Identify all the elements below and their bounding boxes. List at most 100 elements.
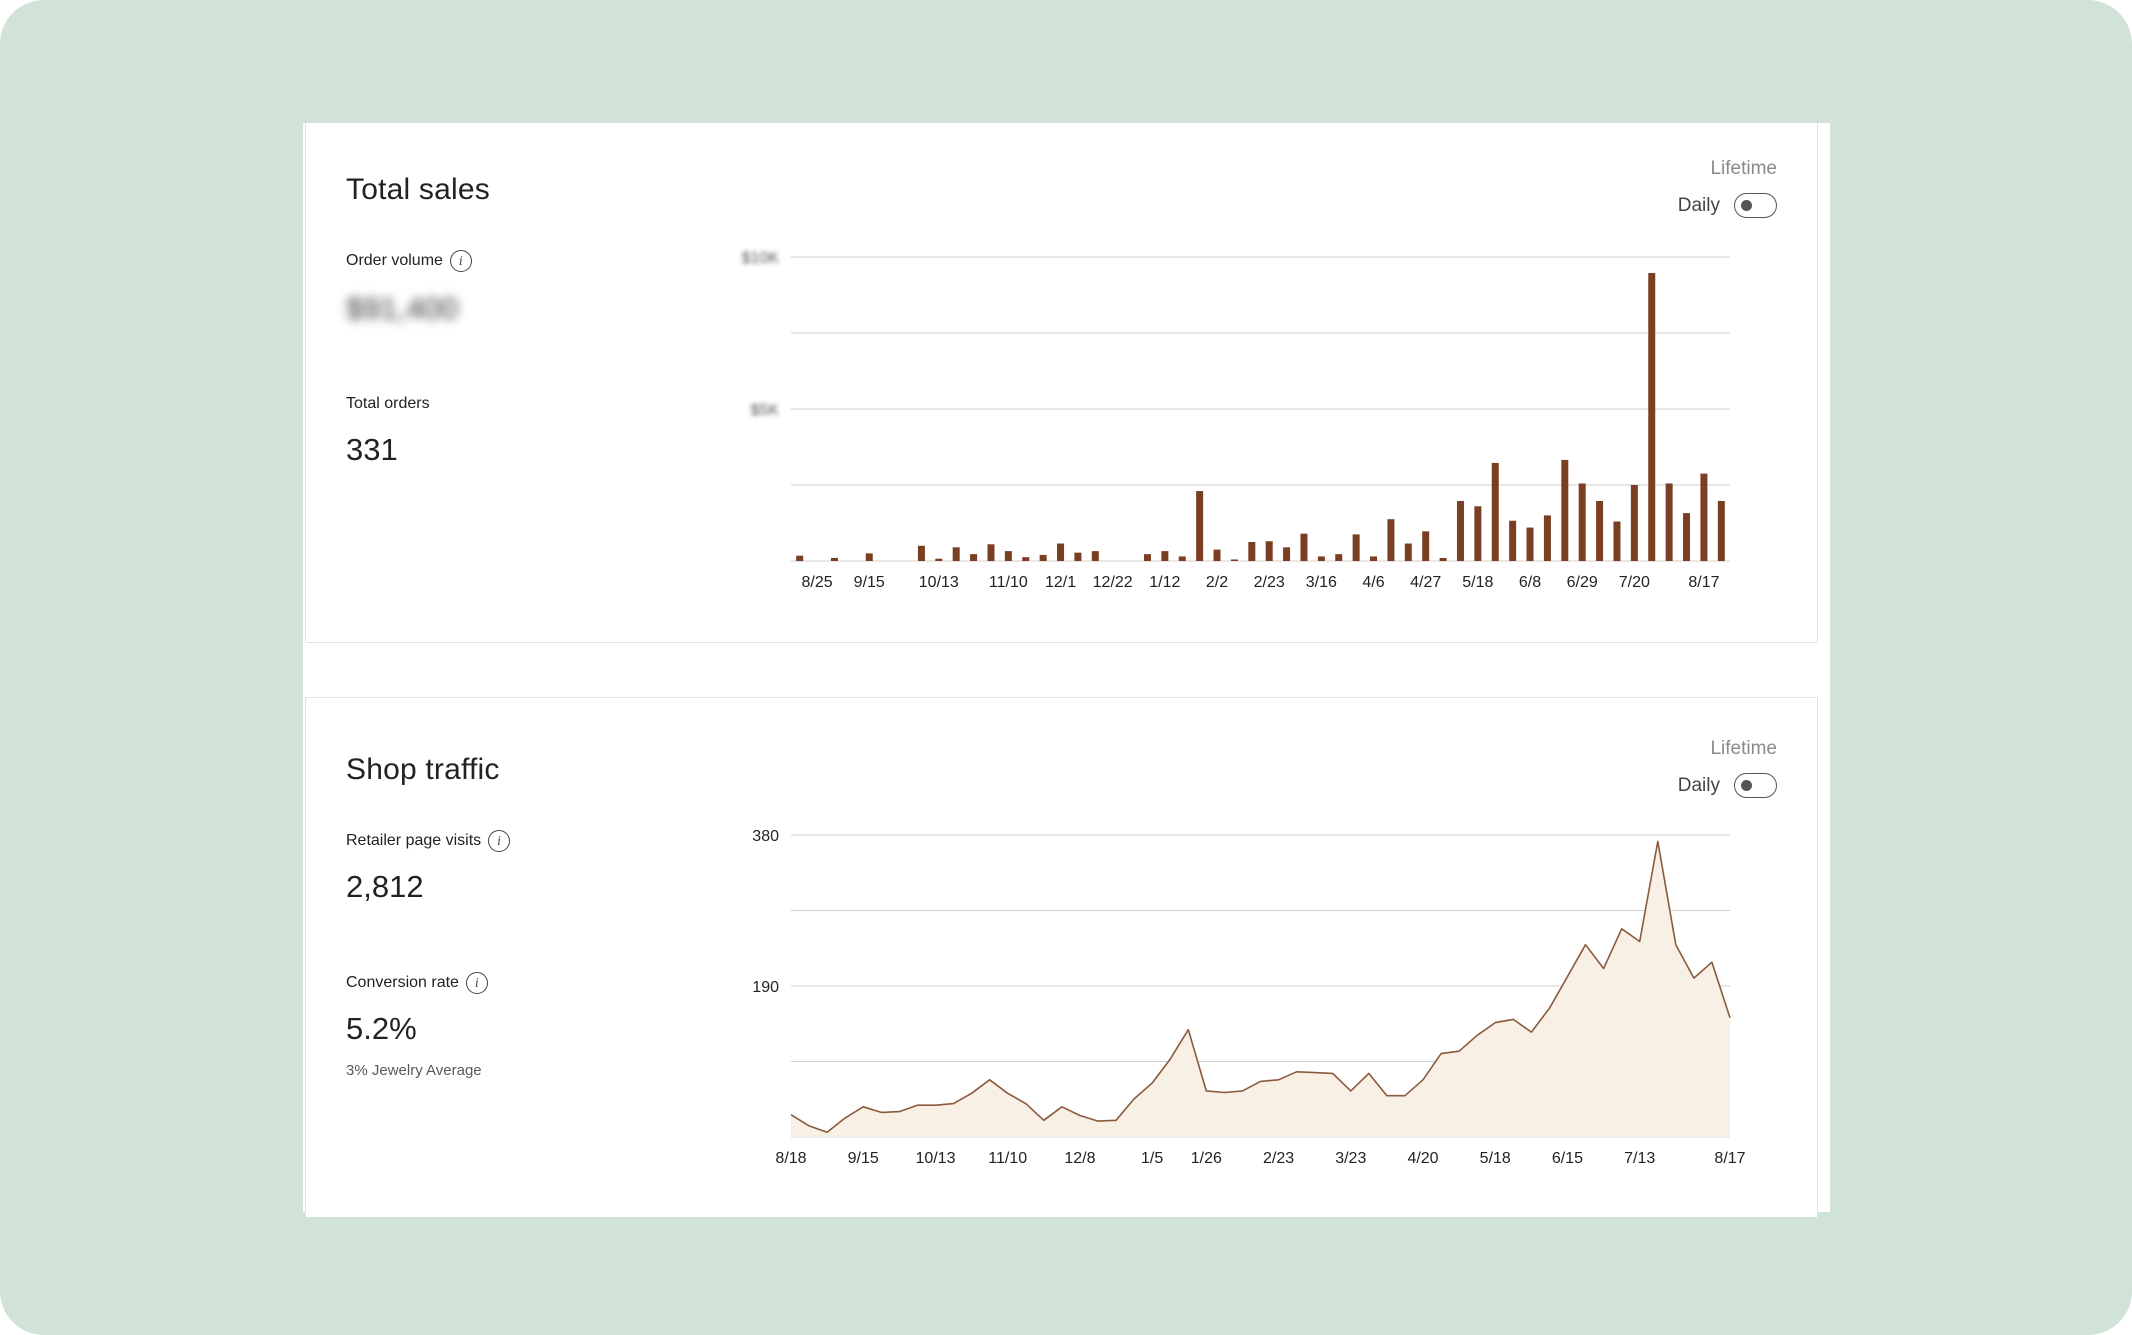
x-tick-label: 4/6 (1362, 574, 1384, 591)
x-tick-label: 3/23 (1335, 1150, 1366, 1167)
bar (1335, 554, 1343, 561)
x-tick-label: 12/1 (1045, 574, 1076, 591)
total-sales-title: Total sales (346, 173, 490, 206)
x-tick-label: 7/20 (1619, 574, 1650, 591)
toggle-knob (1741, 780, 1752, 791)
bar (1439, 557, 1447, 561)
bar (1213, 549, 1221, 561)
bar (1178, 556, 1186, 561)
traffic-daily-toggle-row: Daily (1678, 773, 1777, 798)
y-tick-label: $10K (742, 250, 780, 267)
bar (1700, 473, 1708, 561)
shop-traffic-title: Shop traffic (346, 753, 500, 786)
total-sales-bar-chart: $10K $5K 8/25 9/15 10/13 11/10 12/1 12/22 1/12 2… (742, 250, 1730, 591)
bar (1161, 551, 1169, 561)
x-tick-label: 8/17 (1714, 1150, 1745, 1167)
bar (1317, 556, 1325, 561)
area-fill (791, 841, 1730, 1137)
x-tick-label: 6/8 (1519, 574, 1541, 591)
sales-period-label: Lifetime (1710, 158, 1777, 179)
shop-traffic-card: Shop traffic Lifetime Daily Retailer pag… (305, 697, 1818, 1217)
bar (830, 557, 838, 561)
bar (987, 544, 995, 561)
bar (1613, 521, 1621, 561)
x-tick-label: 5/18 (1462, 574, 1493, 591)
bar (1143, 554, 1151, 561)
bar (1352, 534, 1360, 561)
bar (1578, 483, 1586, 561)
x-tick-label: 1/12 (1149, 574, 1180, 591)
bar (1300, 533, 1308, 561)
total-sales-card: Total sales Lifetime Daily Order volume … (305, 123, 1818, 643)
total-orders-label-row: Total orders (346, 395, 430, 413)
bar (1404, 543, 1412, 561)
sales-daily-toggle[interactable] (1734, 193, 1777, 218)
total-orders-value: 331 (346, 432, 398, 467)
bar (1370, 556, 1378, 561)
series-line (790, 840, 1731, 1133)
x-tick-label: 6/15 (1552, 1150, 1583, 1167)
y-tick-label: $5K (751, 402, 780, 419)
bar (865, 553, 873, 561)
y-tick-label: 380 (752, 828, 779, 845)
bar (1509, 520, 1517, 561)
x-tick-label: 10/13 (919, 574, 959, 591)
traffic-daily-toggle[interactable] (1734, 773, 1777, 798)
info-icon[interactable]: i (449, 250, 472, 272)
total-orders-label: Total orders (346, 395, 430, 412)
x-tick-label: 11/10 (988, 1150, 1027, 1167)
bar (1022, 557, 1030, 561)
shop-traffic-area-chart: 380 190 8/18 9/15 10/13 11/10 12/8 1/5 1/26 2/23… (752, 828, 1745, 1167)
x-tick-label: 9/15 (854, 574, 885, 591)
conversion-benchmark-note: 3% Jewelry Average (346, 1062, 482, 1079)
x-tick-label: 4/27 (1410, 574, 1441, 591)
x-tick-label: 2/23 (1263, 1150, 1294, 1167)
bar (1248, 542, 1256, 561)
bar (1491, 462, 1499, 561)
bar (1561, 459, 1569, 561)
bar (1422, 531, 1430, 561)
bar (1596, 500, 1604, 561)
info-icon[interactable]: i (488, 830, 511, 852)
bar (1665, 483, 1673, 561)
bar (1196, 491, 1204, 561)
page-visits-value: 2,812 (346, 869, 424, 904)
bar (1039, 554, 1047, 561)
bar (796, 555, 804, 561)
x-tick-label: 2/23 (1254, 574, 1285, 591)
bar (1265, 541, 1273, 561)
x-tick-label: 12/22 (1093, 574, 1133, 591)
x-tick-label: 7/13 (1624, 1150, 1655, 1167)
bar (917, 545, 925, 561)
sales-daily-label: Daily (1677, 194, 1720, 216)
x-tick-label: 8/25 (802, 574, 833, 591)
page-visits-label: Retailer page visits (346, 832, 482, 849)
traffic-period-label: Lifetime (1710, 738, 1777, 759)
bar (1230, 559, 1238, 561)
x-tick-label: 6/29 (1567, 574, 1598, 591)
bar (970, 554, 978, 561)
bar (1456, 500, 1464, 561)
bar (1630, 485, 1638, 561)
x-tick-label: 5/18 (1480, 1150, 1511, 1167)
bar (1717, 500, 1725, 561)
order-volume-label: Order volume (346, 252, 443, 269)
bar (935, 558, 943, 561)
conversion-rate-label: Conversion rate (346, 974, 459, 991)
x-tick-label: 12/8 (1064, 1150, 1095, 1167)
x-tick-label: 4/20 (1407, 1150, 1438, 1167)
conversion-rate-label-row: Conversion rate i (346, 972, 488, 994)
bar (1283, 547, 1291, 561)
order-volume-value: $91,400 (346, 291, 459, 326)
bar (1387, 519, 1395, 561)
x-tick-label: 9/15 (848, 1150, 879, 1167)
x-tick-label: 11/10 (989, 574, 1028, 591)
traffic-daily-label: Daily (1677, 774, 1720, 796)
bar (1091, 551, 1099, 561)
bar (1474, 506, 1482, 561)
bar (1074, 552, 1082, 561)
y-tick-label: 190 (752, 979, 779, 996)
bar (952, 547, 960, 561)
info-icon[interactable]: i (465, 972, 488, 994)
